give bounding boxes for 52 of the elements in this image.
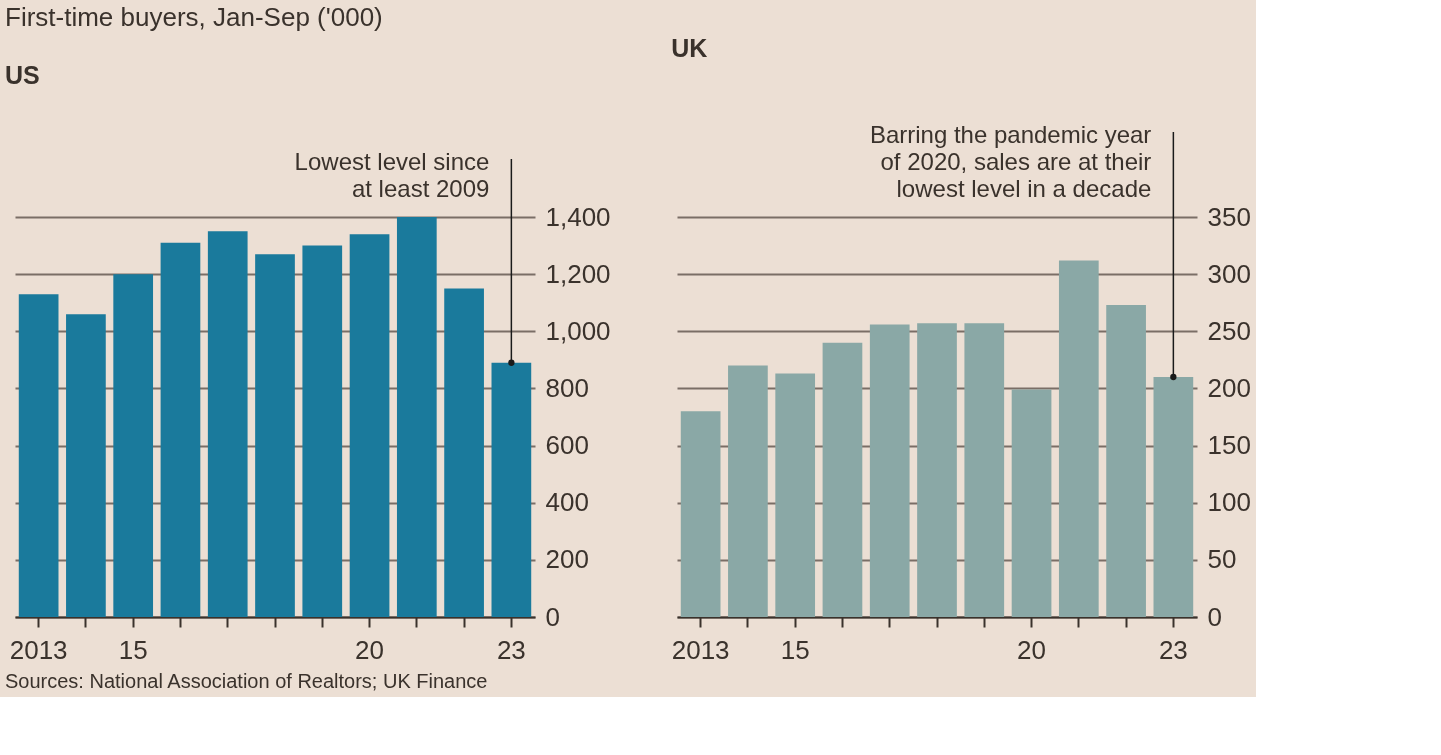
annotation: Barring the pandemic year of 2020, sales are at their lowest level in a decade bbox=[869, 121, 1152, 202]
chart-title: First-time buyers, Jan-Sep ('000) bbox=[5, 2, 383, 32]
bar bbox=[917, 323, 957, 617]
y-tick-label: 200 bbox=[1207, 372, 1251, 403]
bar bbox=[728, 365, 768, 617]
y-tick-label: 0 bbox=[1207, 601, 1222, 632]
bar bbox=[302, 245, 343, 617]
x-tick-label: 2013 bbox=[671, 634, 730, 665]
bar bbox=[1153, 377, 1194, 617]
y-tick-label: 100 bbox=[1207, 487, 1251, 518]
bar bbox=[160, 242, 201, 617]
bar bbox=[1106, 305, 1146, 617]
chart-subtitle: UK bbox=[671, 34, 708, 62]
y-tick-label: 300 bbox=[1207, 258, 1251, 289]
bar bbox=[255, 254, 295, 617]
bar bbox=[1011, 389, 1052, 617]
bar bbox=[113, 274, 154, 617]
bar bbox=[349, 234, 390, 617]
x-tick-label: 15 bbox=[118, 634, 148, 665]
bar bbox=[964, 323, 1005, 617]
y-tick-label: 50 bbox=[1207, 544, 1237, 575]
y-tick-label: 250 bbox=[1207, 315, 1251, 346]
y-tick-label: 400 bbox=[545, 487, 589, 518]
bar bbox=[444, 288, 484, 617]
y-tick-label: 800 bbox=[545, 372, 589, 403]
x-tick-label: 20 bbox=[1017, 634, 1047, 665]
bar bbox=[66, 314, 106, 617]
bar bbox=[822, 342, 863, 617]
bar bbox=[396, 217, 437, 617]
source-note: Sources: National Association of Realtors; UK Finance bbox=[5, 670, 488, 692]
x-tick-label: 2013 bbox=[9, 634, 68, 665]
y-tick-label: 350 bbox=[1207, 201, 1251, 232]
bar bbox=[680, 411, 721, 617]
chart-subtitle: US bbox=[5, 61, 40, 89]
x-tick-label: 15 bbox=[780, 634, 810, 665]
bar bbox=[18, 294, 59, 617]
y-tick-label: 150 bbox=[1207, 430, 1251, 461]
y-tick-label: 0 bbox=[545, 601, 560, 632]
bar bbox=[207, 231, 248, 617]
y-tick-label: 1,400 bbox=[545, 201, 611, 232]
x-tick-label: 20 bbox=[355, 634, 385, 665]
y-tick-label: 1,000 bbox=[545, 315, 611, 346]
y-tick-label: 1,200 bbox=[545, 258, 611, 289]
y-tick-label: 600 bbox=[545, 430, 589, 461]
bar bbox=[775, 373, 816, 617]
bar bbox=[1058, 260, 1099, 617]
x-tick-label: 23 bbox=[496, 634, 526, 665]
x-tick-label: 23 bbox=[1158, 634, 1188, 665]
bar bbox=[491, 362, 532, 617]
y-tick-label: 200 bbox=[545, 544, 589, 575]
annotation: Lowest level since at least 2009 bbox=[294, 148, 490, 202]
bar bbox=[869, 324, 910, 617]
